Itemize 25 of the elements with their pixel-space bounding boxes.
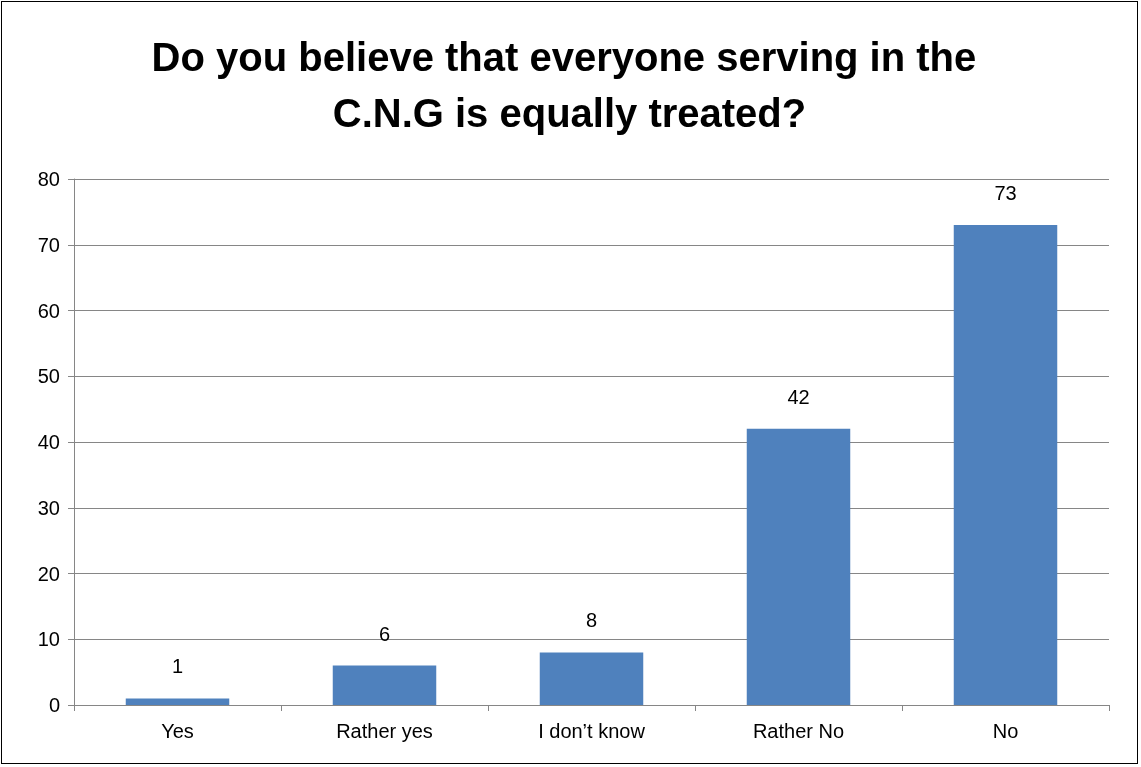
chart-title: Do you believe that everyone serving in the C.N.G is equally treated? bbox=[151, 35, 988, 135]
x-tick-label: Yes bbox=[161, 720, 194, 742]
y-tick-label: 50 bbox=[37, 365, 60, 388]
data-label: 8 bbox=[585, 609, 598, 632]
bar bbox=[125, 698, 230, 705]
x-tick-label: Rather No bbox=[752, 720, 845, 742]
y-tick-label: 30 bbox=[37, 496, 60, 519]
y-tick-label: 0 bbox=[48, 694, 60, 716]
y-tick-label: 80 bbox=[37, 168, 60, 190]
y-tick-label: 60 bbox=[37, 299, 60, 322]
data-label: 6 bbox=[378, 622, 391, 645]
y-tick-label: 10 bbox=[37, 628, 60, 651]
bar bbox=[539, 652, 644, 705]
bar bbox=[332, 665, 437, 705]
y-tick-label: 40 bbox=[37, 431, 60, 453]
y-tick-label: 20 bbox=[37, 562, 60, 585]
data-label: 1 bbox=[171, 655, 184, 678]
x-tick-label: No bbox=[992, 720, 1019, 742]
bar bbox=[953, 225, 1058, 705]
data-label: 42 bbox=[787, 385, 810, 408]
bar bbox=[746, 428, 851, 705]
x-tick-label: Rather yes bbox=[336, 720, 433, 742]
y-tick-label: 70 bbox=[37, 233, 60, 256]
x-tick-label: I don’t know bbox=[538, 720, 646, 742]
data-label: 73 bbox=[994, 182, 1017, 205]
